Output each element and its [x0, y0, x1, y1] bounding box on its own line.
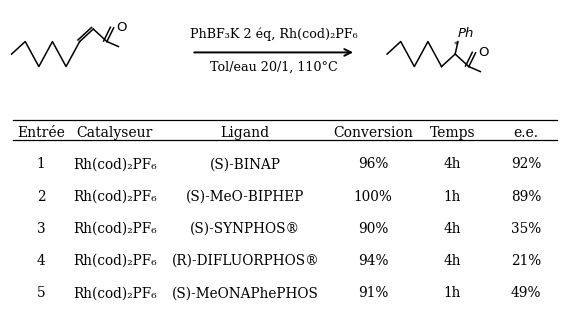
Text: (S)-MeONAPhePHOS: (S)-MeONAPhePHOS [172, 287, 319, 300]
Text: Ligand: Ligand [221, 126, 270, 140]
Text: 89%: 89% [511, 190, 542, 204]
Text: (S)-SYNPHOS®: (S)-SYNPHOS® [190, 222, 300, 236]
Text: Rh(cod)₂PF₆: Rh(cod)₂PF₆ [73, 254, 157, 268]
Text: Rh(cod)₂PF₆: Rh(cod)₂PF₆ [73, 287, 157, 300]
Text: 5: 5 [37, 287, 46, 300]
Text: 3: 3 [37, 222, 46, 236]
Text: (R)-DIFLUORPHOS®: (R)-DIFLUORPHOS® [172, 254, 319, 268]
Text: PhBF₃K 2 éq, Rh(cod)₂PF₆: PhBF₃K 2 éq, Rh(cod)₂PF₆ [190, 28, 357, 41]
Text: (S)-MeO-BIPHEP: (S)-MeO-BIPHEP [186, 190, 304, 204]
Text: 1h: 1h [443, 190, 461, 204]
Text: Ph: Ph [458, 27, 474, 40]
Text: 4h: 4h [443, 254, 461, 268]
Text: 4h: 4h [443, 157, 461, 171]
Text: Tol/eau 20/1, 110°C: Tol/eau 20/1, 110°C [210, 61, 337, 74]
Text: 100%: 100% [353, 190, 392, 204]
Text: Rh(cod)₂PF₆: Rh(cod)₂PF₆ [73, 222, 157, 236]
Text: 35%: 35% [511, 222, 541, 236]
Text: *: * [454, 41, 458, 50]
Text: (S)-BINAP: (S)-BINAP [210, 157, 281, 171]
Text: 21%: 21% [511, 254, 541, 268]
Text: 4: 4 [36, 254, 46, 268]
Text: 1: 1 [37, 157, 46, 171]
Text: Rh(cod)₂PF₆: Rh(cod)₂PF₆ [73, 157, 157, 171]
Text: Entrée: Entrée [17, 126, 65, 140]
Text: O: O [478, 46, 489, 59]
Text: O: O [116, 21, 127, 34]
Text: 49%: 49% [511, 287, 542, 300]
Text: 2: 2 [37, 190, 46, 204]
Text: 92%: 92% [511, 157, 542, 171]
Text: Conversion: Conversion [333, 126, 413, 140]
Text: 90%: 90% [358, 222, 388, 236]
Text: Temps: Temps [430, 126, 475, 140]
Text: 91%: 91% [358, 287, 388, 300]
Text: 4h: 4h [443, 222, 461, 236]
Text: Rh(cod)₂PF₆: Rh(cod)₂PF₆ [73, 190, 157, 204]
Text: 94%: 94% [357, 254, 388, 268]
Text: 96%: 96% [358, 157, 388, 171]
Text: 1h: 1h [443, 287, 461, 300]
Text: Catalyseur: Catalyseur [76, 126, 153, 140]
Text: e.e.: e.e. [514, 126, 539, 140]
